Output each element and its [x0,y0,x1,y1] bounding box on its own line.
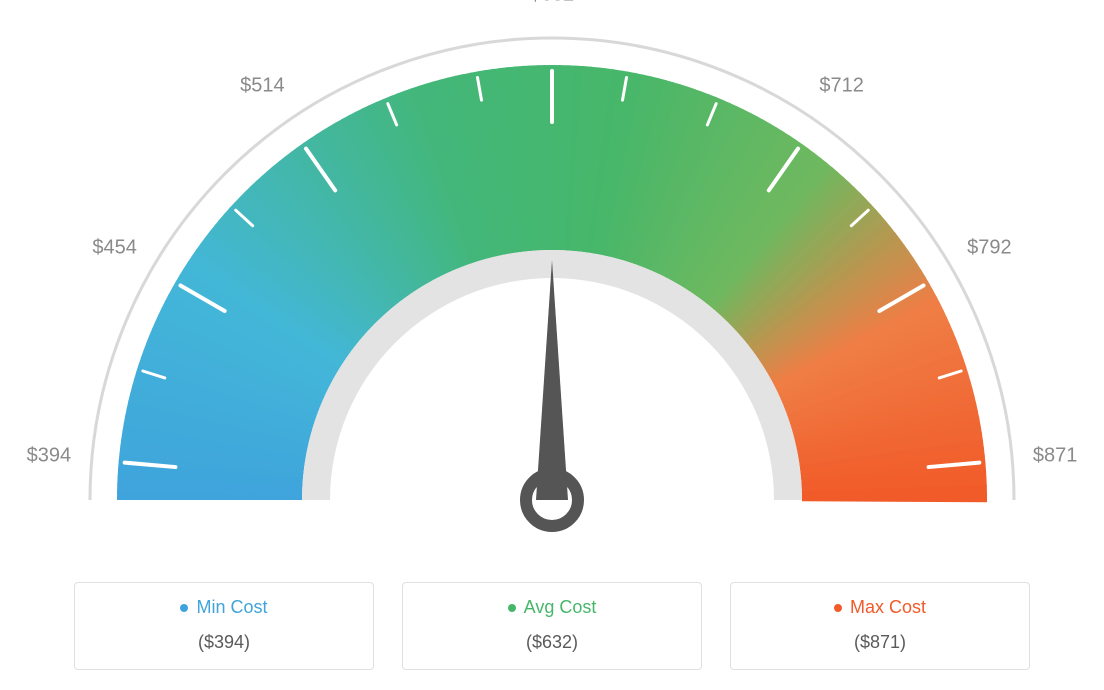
legend-dot-avg [508,604,516,612]
legend-card-avg: Avg Cost ($632) [402,582,702,670]
legend-value-min: ($394) [75,632,373,653]
legend-label-avg: Avg Cost [524,597,597,618]
legend-dot-min [180,604,188,612]
tick-label: $871 [1033,444,1078,467]
tick-label: $792 [967,236,1012,259]
legend-label-max: Max Cost [850,597,926,618]
gauge-svg [0,0,1104,560]
legend-title-max: Max Cost [834,597,926,618]
legend-value-max: ($871) [731,632,1029,653]
gauge-chart: $394 $454 $514 $632 $712 $792 $871 [0,0,1104,560]
tick-label: $632 [530,0,575,7]
legend-title-min: Min Cost [180,597,267,618]
legend-card-min: Min Cost ($394) [74,582,374,670]
legend-title-avg: Avg Cost [508,597,597,618]
legend-card-max: Max Cost ($871) [730,582,1030,670]
legend-row: Min Cost ($394) Avg Cost ($632) Max Cost… [0,582,1104,670]
tick-label: $712 [819,75,864,98]
legend-dot-max [834,604,842,612]
legend-value-avg: ($632) [403,632,701,653]
tick-label: $454 [92,236,137,259]
tick-label: $394 [27,444,72,467]
tick-label: $514 [240,75,285,98]
legend-label-min: Min Cost [196,597,267,618]
